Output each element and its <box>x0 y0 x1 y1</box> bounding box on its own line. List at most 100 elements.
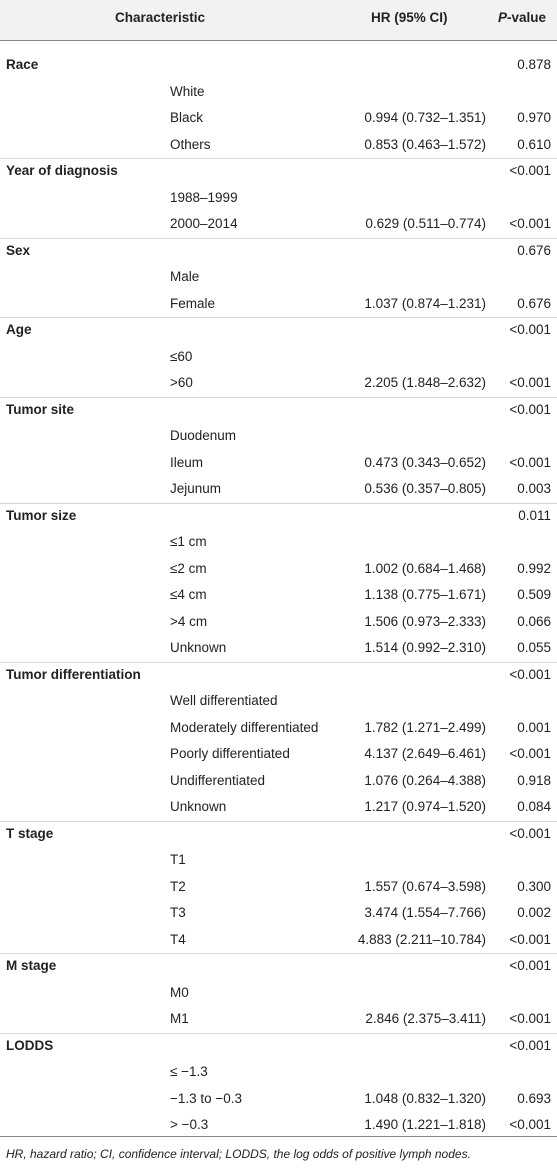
row-hr: 0.994 (0.732–1.351) <box>364 110 486 125</box>
row-label: Poorly differentiated <box>170 746 290 761</box>
footnote: HR, hazard ratio; CI, confidence interva… <box>6 1146 471 1161</box>
row-hr: 1.037 (0.874–1.231) <box>364 295 486 311</box>
row-hr: 0.629 (0.511–0.774) <box>365 216 486 231</box>
row-label: Jejunum <box>170 481 222 496</box>
group-name: Tumor size <box>6 507 77 523</box>
row-rule <box>0 502 557 504</box>
row-label: Undifferentiated <box>170 772 266 788</box>
row-rule <box>0 661 557 663</box>
group-name: Tumor site <box>6 401 75 417</box>
row-label: >4 cm <box>170 613 208 629</box>
row-label: ≤ −1.3 <box>170 1064 208 1079</box>
row-label: T1 <box>170 852 186 867</box>
row-p: 0.084 <box>517 799 551 814</box>
row-p: 0.918 <box>517 772 551 788</box>
group-name: Tumor differentiation <box>6 666 141 682</box>
row-label: Female <box>170 295 216 311</box>
group-p: <0.001 <box>509 401 551 417</box>
row-p: 0.676 <box>517 295 551 311</box>
row-label: > −0.3 <box>170 1117 209 1132</box>
row-hr: 3.474 (1.554–7.766) <box>364 905 486 920</box>
row-label: ≤60 <box>170 348 193 364</box>
row-hr: 2.846 (2.375–3.411) <box>365 1011 486 1026</box>
row-hr: 1.048 (0.832–1.320) <box>364 1090 486 1106</box>
row-label: Duodenum <box>170 428 237 443</box>
row-p: <0.001 <box>509 746 551 761</box>
row-label: T3 <box>170 905 186 920</box>
row-p: 0.300 <box>517 878 551 894</box>
row-p: 0.693 <box>517 1090 551 1106</box>
row-hr: 1.557 (0.674–3.598) <box>364 878 486 894</box>
row-hr: 1.506 (0.973–2.333) <box>364 613 486 629</box>
row-rule <box>0 317 557 318</box>
header-background <box>0 0 557 40</box>
row-hr: 1.076 (0.264–4.388) <box>364 772 486 788</box>
row-hr: 4.883 (2.211–10.784) <box>357 931 486 947</box>
row-label: Others <box>170 136 211 152</box>
row-label: ≤4 cm <box>170 587 207 602</box>
row-label: >60 <box>170 375 193 390</box>
row-label: Well differentiated <box>170 693 278 708</box>
group-p: <0.001 <box>509 666 551 682</box>
group-name: M stage <box>6 958 57 973</box>
bottom-rule <box>0 1135 557 1137</box>
header-p-italic: P <box>498 10 508 25</box>
group-name: Race <box>6 57 39 72</box>
row-p: 0.055 <box>517 640 551 655</box>
row-label: Moderately differentiated <box>170 719 319 735</box>
row-p: 0.610 <box>517 136 551 152</box>
group-p: <0.001 <box>509 958 551 973</box>
row-hr: 1.002 (0.684–1.468) <box>364 560 486 576</box>
row-label: M1 <box>170 1011 189 1026</box>
group-p: 0.011 <box>518 507 551 523</box>
group-p: 0.878 <box>517 57 551 72</box>
row-label: Unknown <box>170 799 227 814</box>
row-label: Male <box>170 269 200 284</box>
row-rule <box>0 953 557 954</box>
group-p: 0.676 <box>517 242 551 258</box>
row-p: 0.001 <box>517 719 551 735</box>
row-p: <0.001 <box>509 1117 551 1132</box>
header-rule <box>0 40 557 41</box>
row-hr: 0.536 (0.357–0.805) <box>364 481 486 496</box>
row-label: White <box>170 83 205 99</box>
row-hr: 1.217 (0.974–1.520) <box>364 799 486 814</box>
row-hr: 2.205 (1.848–2.632) <box>364 375 486 390</box>
row-label: M0 <box>170 984 189 1000</box>
header-p-rest: -value <box>507 10 547 25</box>
row-hr: 4.137 (2.649–6.461) <box>364 746 486 761</box>
row-label: T4 <box>170 931 186 947</box>
group-name: LODDS <box>6 1037 54 1053</box>
group-name: Sex <box>6 242 31 258</box>
row-p: 0.003 <box>517 481 551 496</box>
row-label: −1.3 to −0.3 <box>170 1090 243 1106</box>
row-label: 1988–1999 <box>170 189 238 205</box>
header-p: P-value <box>498 10 546 26</box>
row-label: ≤1 cm <box>170 534 207 549</box>
row-rule <box>0 158 557 159</box>
group-p: <0.001 <box>509 322 551 337</box>
row-rule <box>0 820 557 822</box>
row-hr: 1.490 (1.221–1.818) <box>364 1117 486 1132</box>
row-label: Black <box>170 110 204 125</box>
group-name: T stage <box>6 825 54 841</box>
row-hr: 1.138 (0.775–1.671) <box>364 587 486 602</box>
group-name: Year of diagnosis <box>6 163 118 178</box>
row-p: <0.001 <box>509 931 551 947</box>
row-p: 0.509 <box>517 587 551 602</box>
row-p: 0.992 <box>517 560 551 576</box>
row-hr: 1.514 (0.992–2.310) <box>364 640 486 655</box>
row-p: <0.001 <box>509 454 551 470</box>
row-p: <0.001 <box>509 216 551 231</box>
header-hr: HR (95% CI) <box>371 10 448 25</box>
row-hr: 0.473 (0.343–0.652) <box>364 454 486 470</box>
row-rule <box>0 1032 557 1034</box>
row-label: T2 <box>170 878 186 894</box>
row-p: <0.001 <box>509 1011 551 1026</box>
group-p: <0.001 <box>509 825 551 841</box>
row-p: 0.970 <box>517 110 551 125</box>
row-hr: 0.853 (0.463–1.572) <box>364 136 486 152</box>
row-label: ≤2 cm <box>170 560 207 576</box>
row-p: 0.066 <box>517 613 551 629</box>
